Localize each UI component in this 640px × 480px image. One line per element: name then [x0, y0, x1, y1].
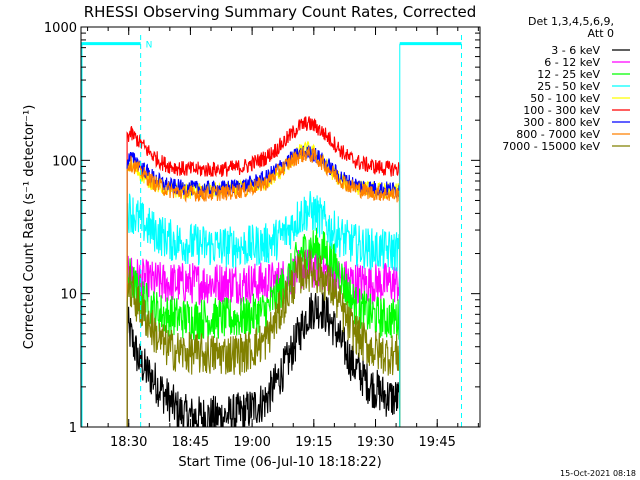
legend-label-1: 3 - 6 keV	[551, 44, 600, 57]
legend-label-8: 800 - 7000 keV	[516, 128, 600, 141]
legend-label-4: 25 - 50 keV	[537, 80, 600, 93]
x-tick-label-5: 19:30	[357, 435, 394, 450]
y-tick-label-4: 1000	[44, 21, 77, 36]
series-line-3	[126, 227, 401, 427]
series-line-6	[126, 116, 401, 427]
legend-label-3: 12 - 25 keV	[537, 68, 600, 81]
legend-header-1: Det 1,3,4,5,6,9,	[528, 15, 614, 28]
x-tick-label-3: 19:00	[233, 435, 270, 450]
series-layer	[126, 116, 401, 427]
legend-label-9: 7000 - 15000 keV	[502, 140, 600, 153]
x-axis-label: Start Time (06-Jul-10 18:18:22)	[178, 455, 381, 470]
y-tick-label-2: 10	[60, 288, 77, 303]
series-line-1	[126, 292, 401, 427]
chart-title: RHESSI Observing Summary Count Rates, Co…	[84, 3, 477, 21]
saa-flag-label: N	[146, 41, 153, 51]
legend-label-6: 100 - 300 keV	[523, 104, 600, 117]
legend-header-2: Att 0	[588, 27, 614, 40]
axis-layer: 18:30 18:45 19:00 19:15 19:30 19:45 1 10 100 1000	[44, 21, 480, 450]
x-tick-label-1: 18:30	[110, 435, 147, 450]
y-tick-label-3: 100	[52, 154, 77, 169]
legend-label-7: 300 - 800 keV	[523, 116, 600, 129]
x-tick-label-2: 18:45	[172, 435, 209, 450]
series-line-9	[126, 248, 401, 427]
series-line-4	[126, 191, 401, 427]
y-tick-label-1: 1	[69, 421, 77, 436]
timestamp: 15-Oct-2021 08:18	[560, 469, 636, 478]
x-tick-label-4: 19:15	[295, 435, 332, 450]
series-line-8	[126, 146, 401, 427]
legend-label-5: 50 - 100 keV	[530, 92, 600, 105]
legend-label-2: 6 - 12 keV	[544, 56, 600, 69]
x-tick-label-6: 19:45	[418, 435, 455, 450]
plot-frame	[80, 26, 481, 428]
y-axis-label: Corrected Count Rate (s⁻¹ detector⁻¹)	[22, 105, 37, 350]
series-line-2	[126, 246, 401, 427]
